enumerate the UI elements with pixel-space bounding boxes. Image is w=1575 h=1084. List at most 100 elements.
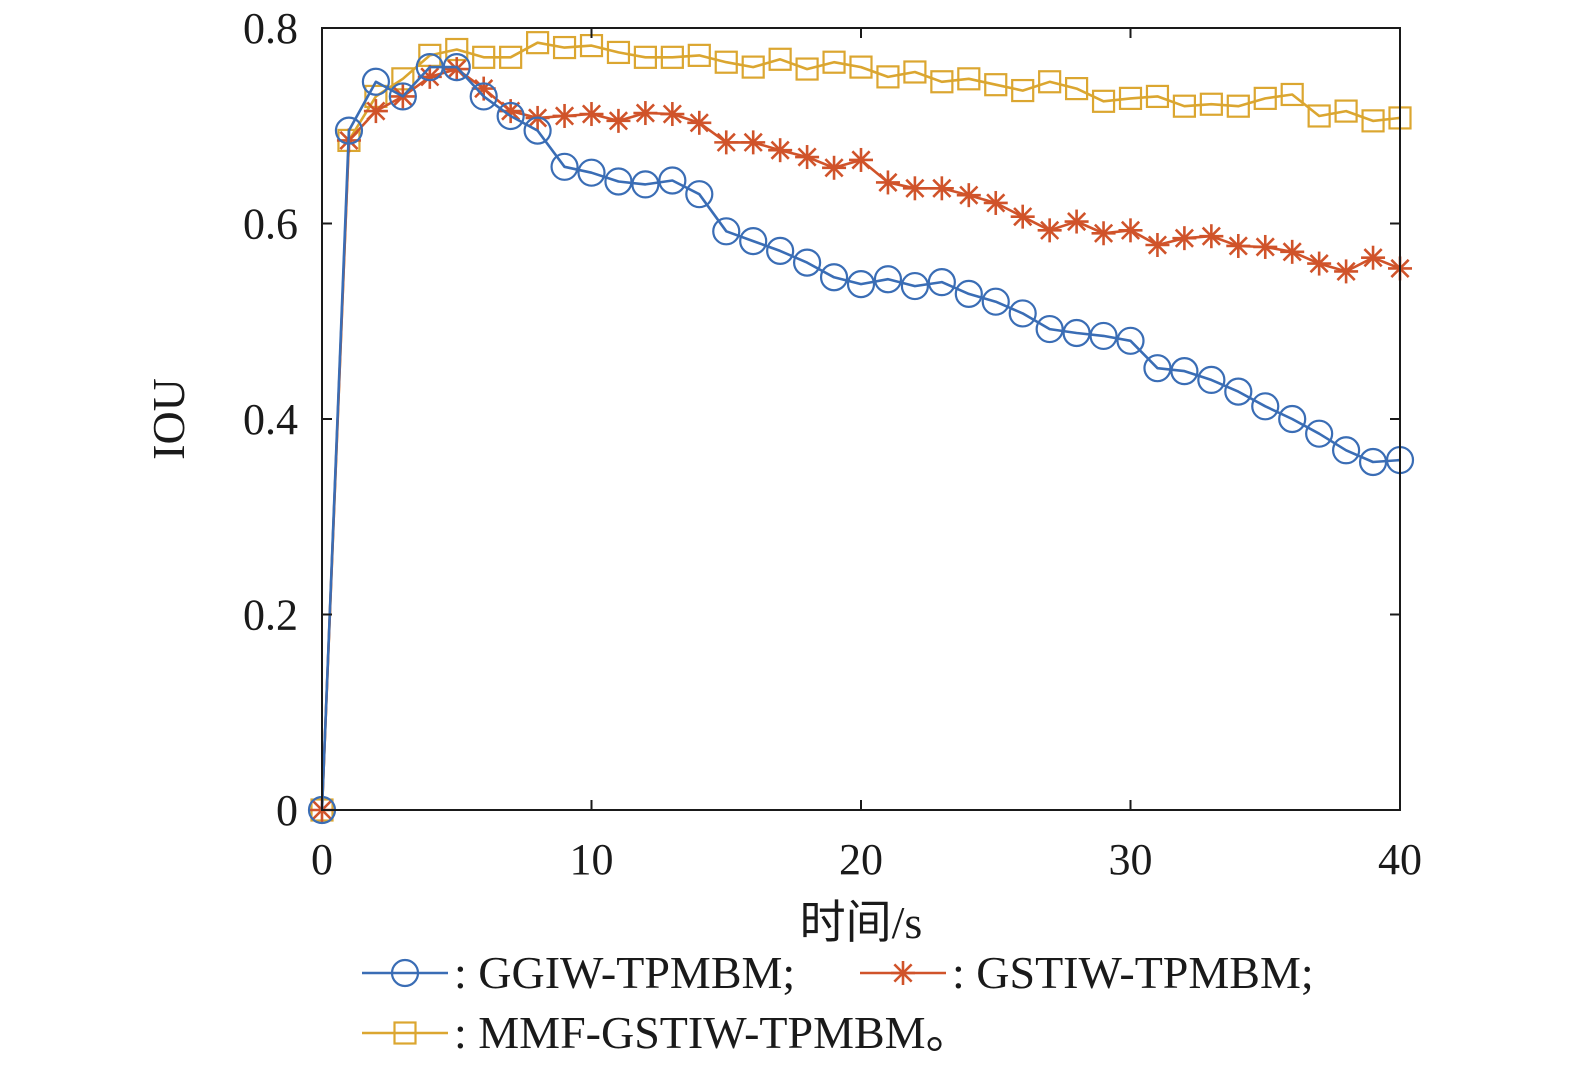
x-axis-label: 时间/s <box>800 897 923 948</box>
data-point <box>363 99 388 124</box>
data-point <box>334 116 364 145</box>
data-point <box>550 152 579 181</box>
series-layer <box>307 31 1415 825</box>
data-point <box>983 190 1008 215</box>
data-point <box>1089 321 1118 351</box>
data-point <box>1280 82 1304 107</box>
data-point <box>361 67 390 96</box>
data-point <box>1278 404 1307 434</box>
y-axis-label: IOU <box>143 378 194 460</box>
data-point <box>1172 94 1197 118</box>
data-point <box>577 158 606 187</box>
y-tick-label: 0.4 <box>243 395 298 444</box>
data-point <box>849 147 873 172</box>
data-point <box>606 40 631 65</box>
data-point <box>1251 392 1280 421</box>
data-point <box>819 263 849 292</box>
series-mmf-gstiw-tpmbm <box>310 31 1412 822</box>
data-point <box>930 70 954 94</box>
data-point <box>1118 218 1143 243</box>
data-point <box>442 52 471 82</box>
data-point <box>1226 233 1251 258</box>
data-point <box>633 45 658 69</box>
data-point <box>499 45 523 69</box>
data-point <box>957 67 981 91</box>
data-point <box>956 183 981 208</box>
data-point <box>660 45 684 69</box>
legend-marker <box>891 961 915 985</box>
data-point <box>1116 326 1145 355</box>
data-point <box>927 268 956 297</box>
y-tick-label: 0.6 <box>243 200 298 249</box>
data-point <box>1011 78 1035 103</box>
legend-marker <box>390 958 420 988</box>
x-tick-label: 10 <box>570 835 614 884</box>
data-point <box>1331 436 1361 465</box>
x-tick-label: 0 <box>311 835 333 884</box>
data-point <box>714 50 738 74</box>
y-tick-label: 0.2 <box>243 591 298 640</box>
legend: : GGIW-TPMBM; : GSTIW-TPMBM; : MMF-GSTIW-T… <box>362 947 1314 1058</box>
data-point <box>849 55 873 79</box>
data-point <box>795 57 819 81</box>
y-tick-label: 0.8 <box>243 4 298 53</box>
data-point <box>1334 259 1359 284</box>
data-point <box>768 47 792 71</box>
data-point <box>822 50 846 74</box>
legend-item-mmf-gstiw-tpmbm: : MMF-GSTIW-TPMBM。 <box>362 1007 972 1058</box>
data-point <box>766 236 795 265</box>
data-point <box>1226 94 1250 118</box>
legend-item-gstiw-tpmbm: : GSTIW-TPMBM; <box>860 947 1314 998</box>
data-point <box>1035 314 1064 344</box>
tick-layer: 0 10 20 30 40 0 0.2 0.4 0.6 0.8 <box>243 4 1422 884</box>
data-point <box>687 110 712 135</box>
data-point <box>660 102 685 127</box>
data-point <box>633 101 658 126</box>
data-point <box>984 73 1008 97</box>
plot-frame <box>321 27 1401 811</box>
data-point <box>1038 70 1062 94</box>
legend-item-ggiw-tpmbm: : GGIW-TPMBM; <box>362 947 795 998</box>
data-point <box>1143 354 1172 383</box>
data-point <box>792 248 822 277</box>
data-point <box>1197 365 1226 394</box>
data-point <box>795 145 820 170</box>
data-point <box>903 60 927 84</box>
data-point <box>469 82 498 111</box>
data-point <box>1145 84 1170 109</box>
legend-label: : GSTIW-TPMBM; <box>952 947 1314 998</box>
data-point <box>1170 357 1199 386</box>
series-line <box>320 41 1401 811</box>
data-point <box>873 265 903 294</box>
data-point <box>1361 109 1385 133</box>
data-point <box>552 103 577 128</box>
legend-label: : GGIW-TPMBM; <box>454 947 795 998</box>
series-gstiw-tpmbm <box>310 57 1412 822</box>
data-point <box>1064 77 1089 101</box>
data-point <box>1062 318 1091 348</box>
data-point <box>1199 224 1224 249</box>
data-point <box>552 35 577 60</box>
data-point <box>606 108 631 133</box>
data-point <box>875 170 900 195</box>
data-point <box>631 170 660 199</box>
data-point <box>768 138 793 163</box>
data-point <box>1224 377 1253 406</box>
data-point <box>1253 86 1277 110</box>
data-point <box>712 217 741 246</box>
data-point <box>472 45 496 69</box>
data-point <box>523 116 552 145</box>
x-tick-label: 30 <box>1109 835 1153 884</box>
data-point <box>1307 104 1331 128</box>
data-point <box>981 287 1010 316</box>
data-point <box>741 55 765 79</box>
data-point <box>714 130 739 155</box>
series-ggiw-tpmbm <box>307 52 1415 825</box>
data-point <box>1091 89 1116 113</box>
data-point <box>1307 251 1332 276</box>
data-point <box>525 31 550 55</box>
data-point <box>658 166 687 195</box>
data-point <box>685 180 714 209</box>
series-line <box>320 67 1401 811</box>
data-point <box>929 176 954 201</box>
